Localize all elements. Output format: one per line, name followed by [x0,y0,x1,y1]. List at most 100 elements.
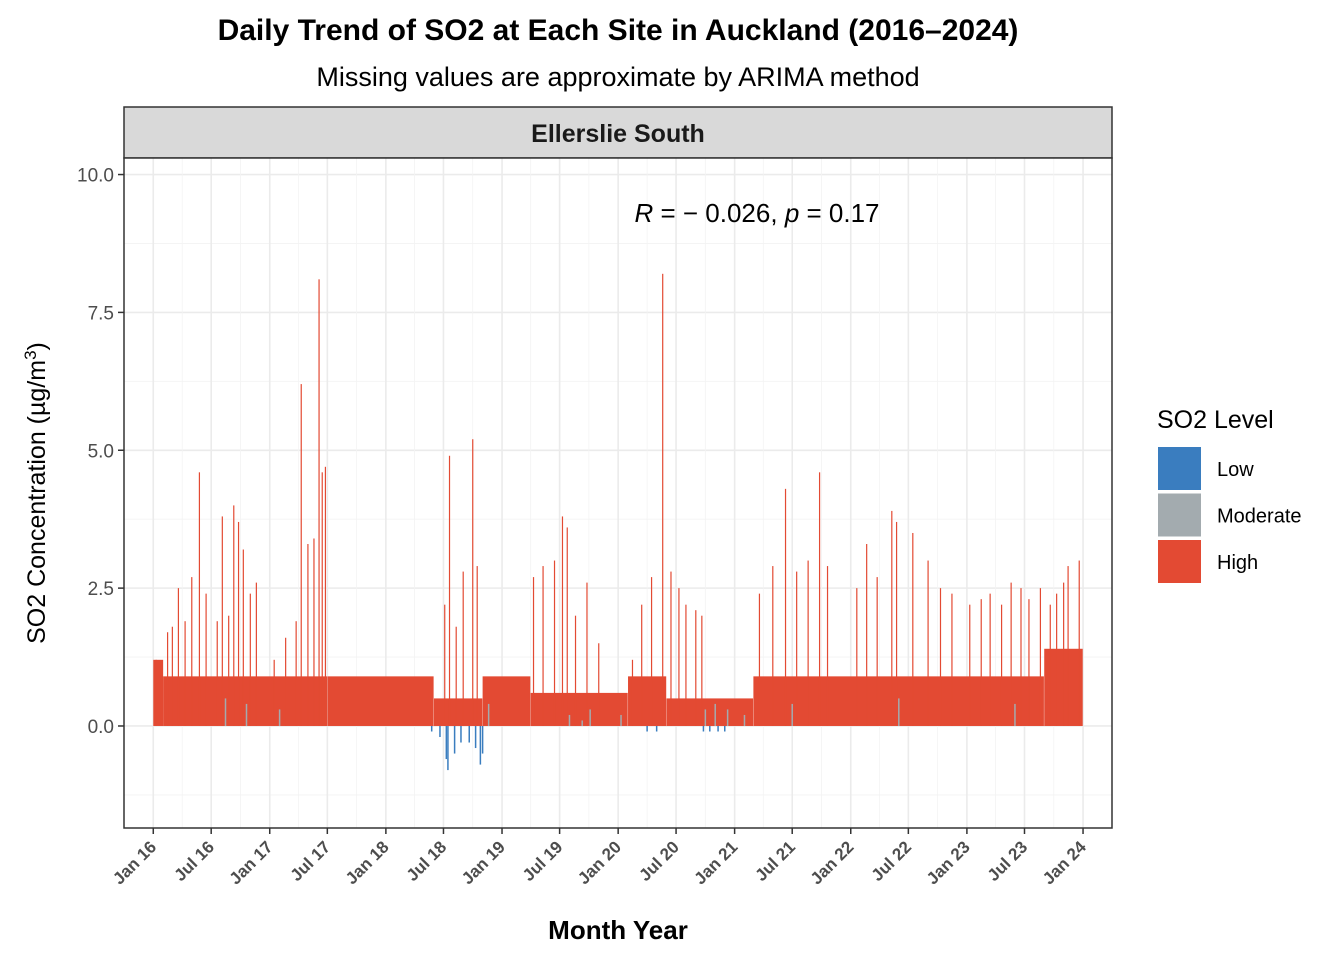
y-axis: 0.0 2.5 5.0 7.5 10.0 [77,166,124,738]
bar-block-high [153,659,164,726]
bar-high [969,604,971,726]
bar-high [678,588,680,726]
bar-high [641,604,643,726]
x-axis-title: Month Year [548,915,688,945]
bar-high [784,488,787,726]
bar-high [307,544,309,726]
x-tick-label: Jan 17 [226,837,277,888]
bars [153,273,1083,771]
bar-block-high [482,676,531,726]
bar-high [826,566,829,726]
bar-low [717,725,719,732]
y-tick-label: 2.5 [88,579,114,600]
x-tick-label: Jul 22 [868,837,916,885]
bar-high [221,516,223,726]
bar-low [481,725,484,754]
legend-title: SO2 Level [1157,406,1274,434]
bar-high [818,472,821,726]
bar-moderate [898,698,900,726]
bar-low [474,725,477,749]
bar-moderate [791,703,793,726]
bar-moderate [224,698,227,726]
bar-high [951,593,953,726]
bar-high [1020,588,1022,726]
x-tick-label: Jul 17 [287,837,335,885]
bar-high [448,455,451,726]
bar-moderate [743,714,746,726]
bar-high [1078,560,1080,726]
bar-high [807,560,809,726]
bar-high [300,384,302,726]
bar-high [866,544,868,726]
bar-low [468,725,470,743]
bar-high [895,521,898,726]
x-tick-label: Jan 23 [923,837,974,888]
bar-high [1067,566,1069,726]
bar-high [772,566,774,726]
bar-low [655,725,658,732]
bar-high [198,472,201,726]
bar-high [670,571,672,726]
legend-label-high: High [1217,552,1258,574]
bar-high [758,593,761,726]
y-tick-label: 10.0 [77,166,114,187]
bar-high [1000,604,1003,726]
bar-high [650,577,653,726]
bar-high [216,621,218,726]
x-tick-label: Jul 20 [635,837,683,885]
bar-low [460,725,462,743]
x-tick-label: Jan 16 [109,837,160,888]
bar-block-high [327,676,434,726]
bar-high [318,279,320,726]
x-tick-label: Jul 18 [403,837,451,885]
x-tick-label: Jul 21 [752,837,800,885]
bar-high [553,560,556,726]
bar-low [646,725,648,732]
bar-high [273,659,275,726]
x-tick-label: Jan 19 [458,837,509,888]
legend-label-moderate: Moderate [1217,506,1302,528]
x-tick-label: Jul 19 [519,837,567,885]
bar-high [685,604,687,726]
bar-block-high [666,698,754,726]
bar-high [1039,588,1042,726]
bar-high [321,472,323,726]
legend: SO2 Level Low Moderate High [1157,406,1302,583]
bar-high [598,643,600,726]
bar-high [566,527,568,726]
annotation-r-label: R [634,198,653,228]
bar-low [709,725,711,732]
bar-moderate [581,720,583,726]
x-tick-label: Jul 23 [984,837,1032,885]
bar-high [927,560,929,726]
correlation-annotation: R = − 0.026, p = 0.17 [634,198,879,228]
bar-high [191,577,193,726]
bar-moderate [245,703,248,726]
bar-high [989,593,991,726]
bar-moderate [278,709,281,726]
y-axis-title-close: ) [23,342,51,350]
bar-high [701,615,703,726]
y-axis-title-main: SO2 Concentration (µg/m [23,360,51,644]
bar-high [586,582,588,726]
gridlines [124,158,1112,828]
bar-high [295,621,297,726]
bar-low [447,725,449,771]
annotation-p-label: p [784,198,799,228]
bar-high [939,588,942,726]
bar-high [177,588,180,726]
bar-high [324,466,327,726]
bar-high [1056,593,1058,726]
bar-high [532,577,535,726]
bar-high [631,659,634,726]
bar-moderate [704,709,707,726]
bar-high [574,615,577,726]
bar-high [662,273,664,726]
bar-block-high [530,692,628,726]
bar-high [856,588,858,726]
bar-high [237,521,240,726]
bar-low [439,725,441,738]
bar-block-high [163,676,328,726]
bar-high [233,505,235,726]
bar-low [702,725,705,732]
